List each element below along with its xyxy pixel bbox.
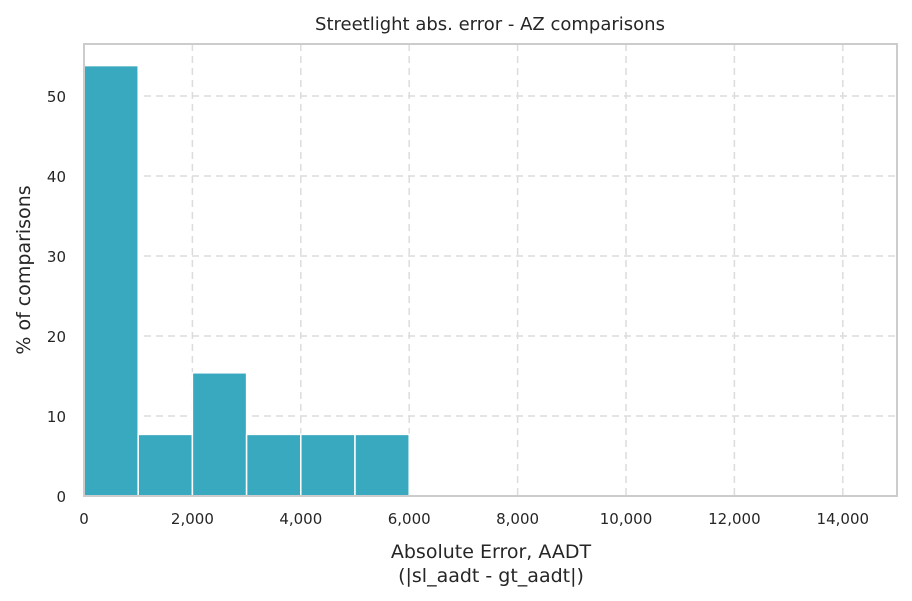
- y-axis-label: % of comparisons: [13, 185, 35, 354]
- x-tick-label: 12,000: [708, 510, 761, 528]
- x-axis-label: Absolute Error, AADT: [391, 541, 592, 563]
- y-tick-label: 10: [47, 408, 66, 426]
- histogram-bar: [245, 433, 302, 497]
- y-tick-label: 0: [56, 488, 66, 506]
- x-tick-label: 6,000: [388, 510, 431, 528]
- plot-frame: [83, 43, 898, 497]
- grid-lines: [84, 44, 897, 496]
- y-tick-label: 20: [47, 328, 66, 346]
- histogram-bar: [191, 372, 248, 497]
- x-tick-labels: 0 2,000 4,000 6,000 8,000 10,000 12,000 14,000: [79, 510, 869, 528]
- y-tick-labels: 0 10 20 30 40 50: [47, 88, 66, 506]
- x-tick-label: 8,000: [496, 510, 539, 528]
- y-tick-label: 30: [47, 248, 66, 266]
- bars: [83, 64, 410, 497]
- chart-title: Streetlight abs. error - AZ comparisons: [315, 14, 665, 35]
- histogram-bar: [83, 64, 139, 497]
- x-tick-label: 2,000: [171, 510, 214, 528]
- y-tick-label: 40: [47, 168, 66, 186]
- y-tick-label: 50: [47, 88, 66, 106]
- x-tick-label: 14,000: [817, 510, 870, 528]
- x-tick-label: 0: [79, 510, 89, 528]
- x-tick-label: 4,000: [279, 510, 322, 528]
- histogram-bar: [354, 433, 410, 497]
- x-axis-label-line2: (|sl_aadt - gt_aadt|): [398, 565, 584, 587]
- histogram-bar: [137, 433, 194, 497]
- x-tick-label: 10,000: [600, 510, 653, 528]
- histogram-bar: [300, 433, 356, 497]
